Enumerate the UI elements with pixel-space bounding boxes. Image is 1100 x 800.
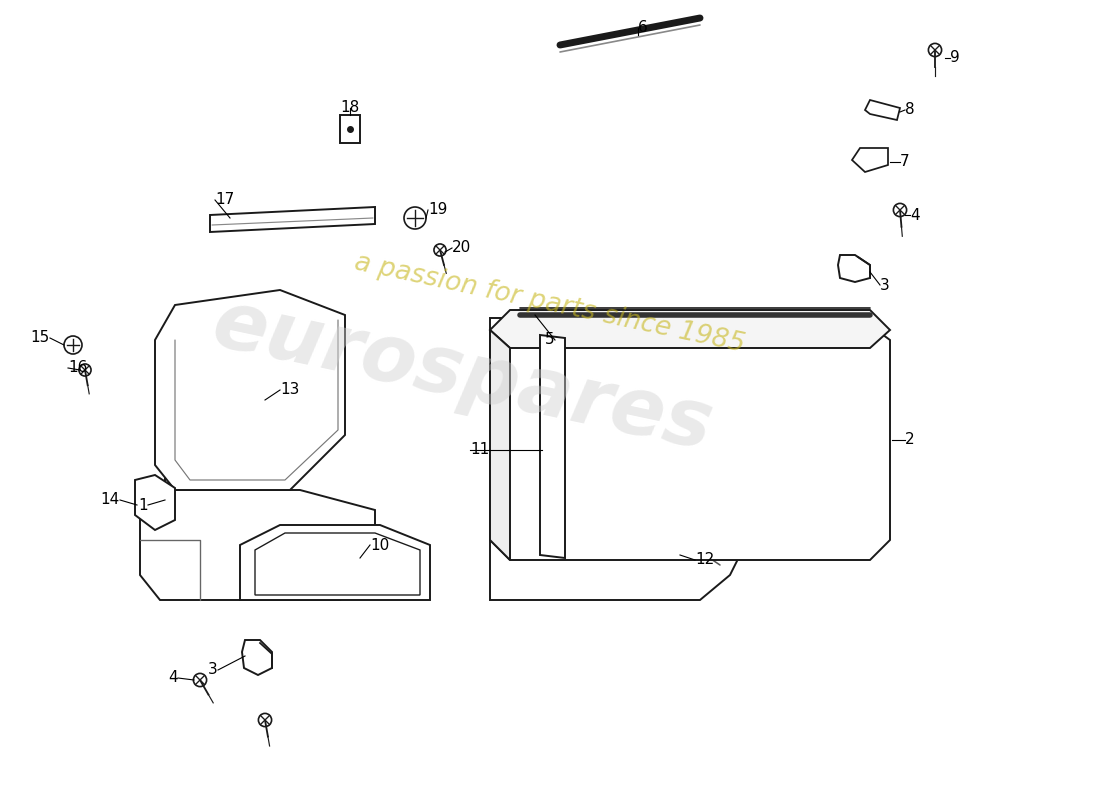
Text: 14: 14 (101, 493, 120, 507)
Text: 6: 6 (638, 21, 648, 35)
Polygon shape (255, 533, 420, 595)
Polygon shape (852, 148, 888, 172)
Polygon shape (490, 310, 890, 348)
Polygon shape (540, 335, 565, 558)
Circle shape (258, 714, 272, 726)
Text: 7: 7 (900, 154, 910, 170)
Polygon shape (340, 115, 360, 143)
Text: 19: 19 (428, 202, 448, 218)
Text: 17: 17 (214, 193, 234, 207)
Circle shape (64, 336, 82, 354)
Polygon shape (838, 255, 870, 282)
Text: 3: 3 (208, 662, 218, 678)
Text: 2: 2 (905, 433, 914, 447)
Polygon shape (155, 290, 345, 490)
Text: eurospares: eurospares (205, 285, 719, 467)
Text: 11: 11 (470, 442, 490, 458)
Polygon shape (242, 640, 272, 675)
Text: 9: 9 (950, 50, 959, 66)
Circle shape (433, 244, 447, 256)
Polygon shape (165, 435, 220, 490)
Polygon shape (140, 490, 375, 600)
Text: 4: 4 (168, 670, 178, 686)
Circle shape (404, 207, 426, 229)
Circle shape (194, 674, 207, 686)
Text: 18: 18 (340, 101, 360, 115)
Text: 3: 3 (880, 278, 890, 293)
Text: 8: 8 (905, 102, 914, 118)
Text: 20: 20 (452, 241, 471, 255)
Text: a passion for parts since 1985: a passion for parts since 1985 (352, 250, 748, 358)
Text: 12: 12 (695, 553, 714, 567)
Polygon shape (240, 525, 430, 600)
Text: 5: 5 (546, 333, 556, 347)
Circle shape (928, 43, 942, 57)
Polygon shape (490, 318, 890, 560)
Text: 1: 1 (139, 498, 148, 513)
Polygon shape (865, 100, 900, 120)
Text: 16: 16 (68, 361, 87, 375)
Polygon shape (135, 475, 175, 530)
Polygon shape (490, 520, 740, 600)
Circle shape (893, 203, 906, 217)
Polygon shape (490, 330, 510, 560)
Text: 15: 15 (31, 330, 50, 346)
Polygon shape (210, 207, 375, 232)
Text: 13: 13 (280, 382, 299, 398)
Circle shape (79, 364, 91, 376)
Text: 10: 10 (370, 538, 389, 553)
Text: 4: 4 (910, 207, 920, 222)
